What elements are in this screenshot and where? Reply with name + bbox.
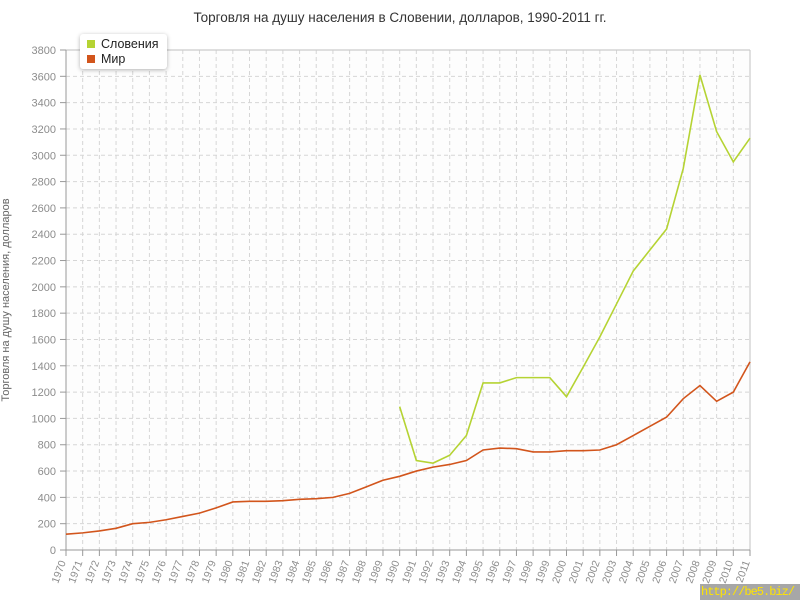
svg-text:3400: 3400 bbox=[32, 98, 56, 110]
svg-text:2000: 2000 bbox=[32, 282, 56, 294]
svg-text:1200: 1200 bbox=[32, 387, 56, 399]
svg-text:2011: 2011 bbox=[734, 559, 753, 584]
svg-text:2400: 2400 bbox=[32, 229, 56, 241]
svg-text:0: 0 bbox=[50, 545, 56, 557]
svg-text:600: 600 bbox=[38, 466, 56, 478]
svg-text:3600: 3600 bbox=[32, 71, 56, 83]
svg-text:2010: 2010 bbox=[717, 559, 736, 585]
svg-text:3800: 3800 bbox=[32, 45, 56, 57]
svg-text:1800: 1800 bbox=[32, 308, 56, 320]
svg-text:2200: 2200 bbox=[32, 256, 56, 268]
svg-text:2600: 2600 bbox=[32, 203, 56, 215]
svg-text:400: 400 bbox=[38, 492, 56, 504]
svg-text:1000: 1000 bbox=[32, 413, 56, 425]
svg-text:1400: 1400 bbox=[32, 361, 56, 373]
svg-text:2800: 2800 bbox=[32, 177, 56, 189]
svg-text:200: 200 bbox=[38, 519, 56, 531]
svg-text:1600: 1600 bbox=[32, 334, 56, 346]
svg-text:3200: 3200 bbox=[32, 124, 56, 136]
svg-text:3000: 3000 bbox=[32, 150, 56, 162]
svg-text:800: 800 bbox=[38, 440, 56, 452]
